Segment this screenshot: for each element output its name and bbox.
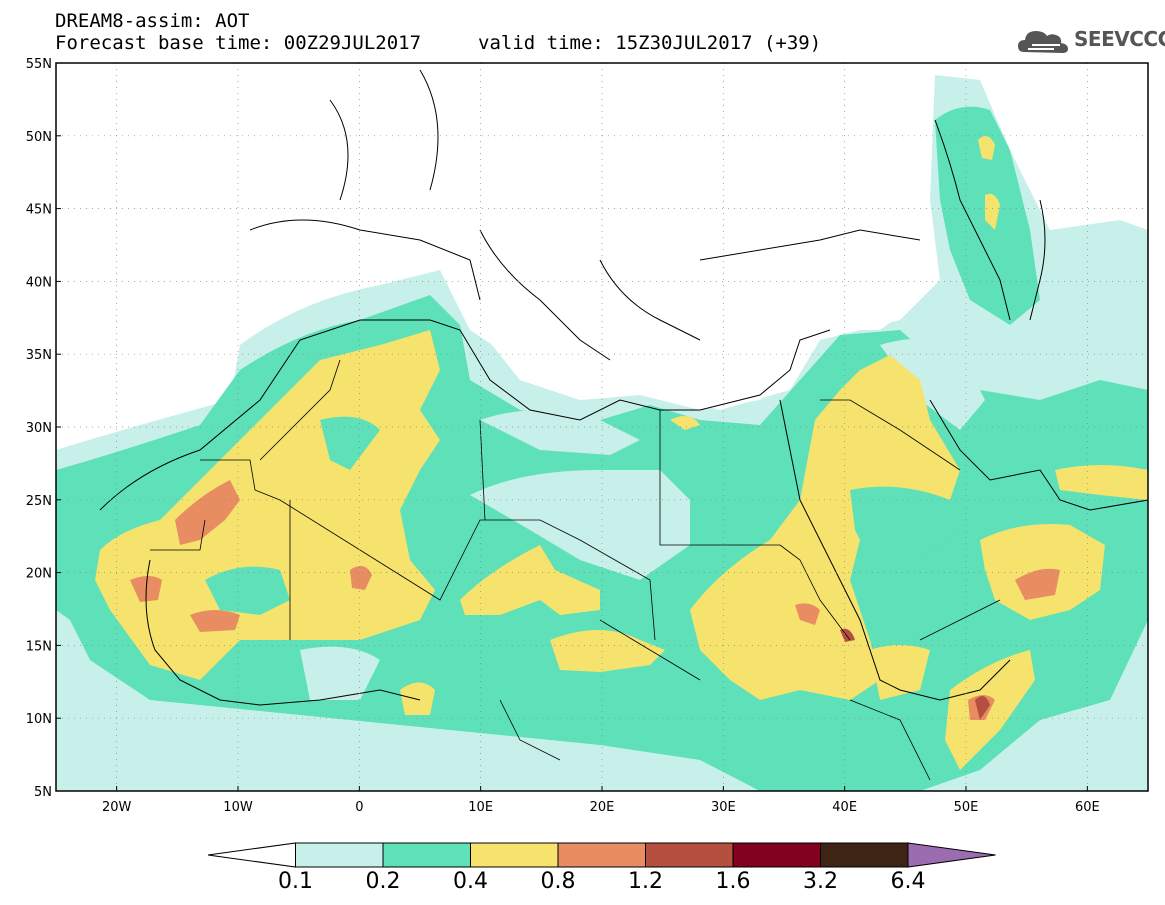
y-tick-label: 30N	[26, 421, 52, 436]
colorbar	[207, 842, 996, 868]
seevccc-logo: SEEVCCC	[1016, 22, 1165, 58]
colorbar-segment	[295, 842, 384, 868]
y-tick-label: 15N	[26, 639, 52, 654]
x-tick-label: 60E	[1075, 800, 1100, 815]
x-tick-label: 10W	[223, 800, 253, 815]
x-tick-label: 20E	[590, 800, 615, 815]
y-tick-label: 35N	[26, 348, 52, 363]
colorbar-label: 0.4	[453, 869, 488, 894]
colorbar-underflow	[207, 842, 296, 868]
y-tick-label: 40N	[26, 275, 52, 290]
y-tick-label: 10N	[26, 712, 52, 727]
x-axis: 20W 10W 0 10E 20E 30E 40E 50E 60E	[102, 786, 1100, 815]
colorbar-segment	[557, 842, 646, 868]
y-tick-label: 5N	[34, 785, 52, 800]
colorbar-label: 3.2	[803, 869, 838, 894]
colorbar-label: 0.1	[278, 869, 313, 894]
colorbar-segment	[470, 842, 559, 868]
x-tick-label: 30E	[711, 800, 736, 815]
borders	[150, 359, 1001, 781]
colorbar-label: 1.2	[628, 869, 663, 894]
colorbar-segment	[820, 842, 909, 868]
x-tick-label: 50E	[954, 800, 979, 815]
y-tick-label: 25N	[26, 494, 52, 509]
y-axis: 5N 10N 15N 20N 25N 30N 35N 40N 45N 50N 55N	[26, 57, 61, 800]
colorbar-label: 6.4	[890, 869, 926, 894]
valid-time: valid time: 15Z30JUL2017 (+39)	[478, 32, 822, 54]
colorbar-label: 1.6	[715, 869, 751, 894]
title-line-2: Forecast base time: 00Z29JUL2017	[55, 32, 422, 54]
cloud-icon	[1018, 31, 1068, 53]
x-tick-label: 0	[355, 800, 363, 815]
colorbar-segment	[732, 842, 821, 868]
colorbar-label: 0.2	[365, 869, 401, 894]
y-tick-label: 50N	[26, 130, 52, 145]
colorbar-overflow	[907, 842, 996, 868]
y-tick-label: 20N	[26, 567, 52, 582]
x-tick-label: 40E	[832, 800, 857, 815]
grid	[56, 63, 1148, 791]
colorbar-segment	[382, 842, 471, 868]
logo-text: SEEVCCC	[1074, 27, 1165, 51]
colorbar-label: 0.8	[540, 869, 576, 894]
colorbar-segment	[645, 842, 734, 868]
aot-level-0.8	[175, 480, 240, 545]
title-line-1: DREAM8-assim: AOT	[55, 10, 250, 32]
y-tick-label: 55N	[26, 57, 52, 72]
y-tick-label: 45N	[26, 203, 52, 218]
x-tick-label: 20W	[102, 800, 132, 815]
coastlines	[99, 69, 1148, 706]
x-tick-label: 10E	[468, 800, 493, 815]
